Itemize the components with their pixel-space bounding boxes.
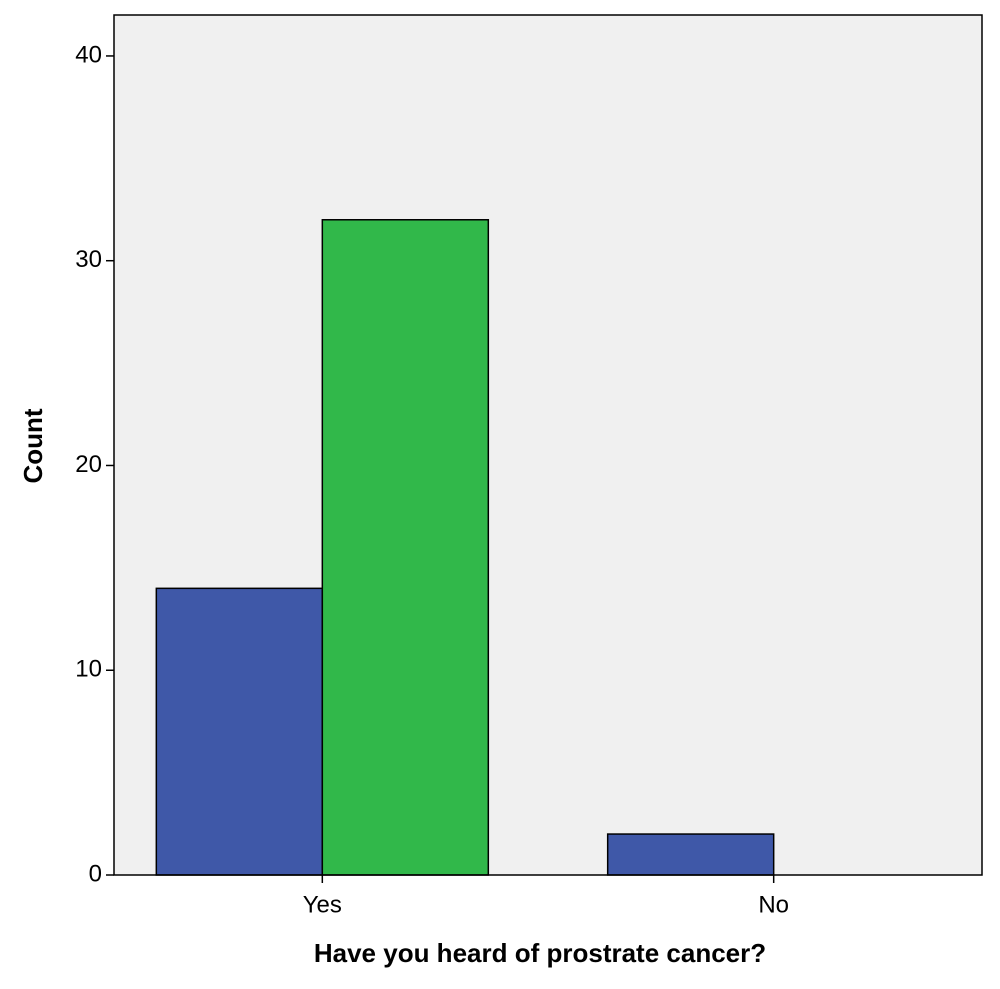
bar (321, 219, 490, 876)
y-tick-label: 0 (89, 860, 102, 887)
y-tick-label: 40 (75, 41, 102, 68)
bar (606, 833, 775, 876)
plot-frame (113, 14, 983, 876)
bar (155, 587, 324, 876)
x-tick-label: No (758, 891, 789, 918)
y-axis-title: Count (18, 408, 48, 483)
y-tick-label: 10 (75, 656, 102, 683)
x-axis-title: Have you heard of prostrate cancer? (314, 938, 766, 968)
y-tick-label: 30 (75, 246, 102, 273)
x-tick-label: Yes (303, 891, 342, 918)
y-tick-label: 20 (75, 451, 102, 478)
